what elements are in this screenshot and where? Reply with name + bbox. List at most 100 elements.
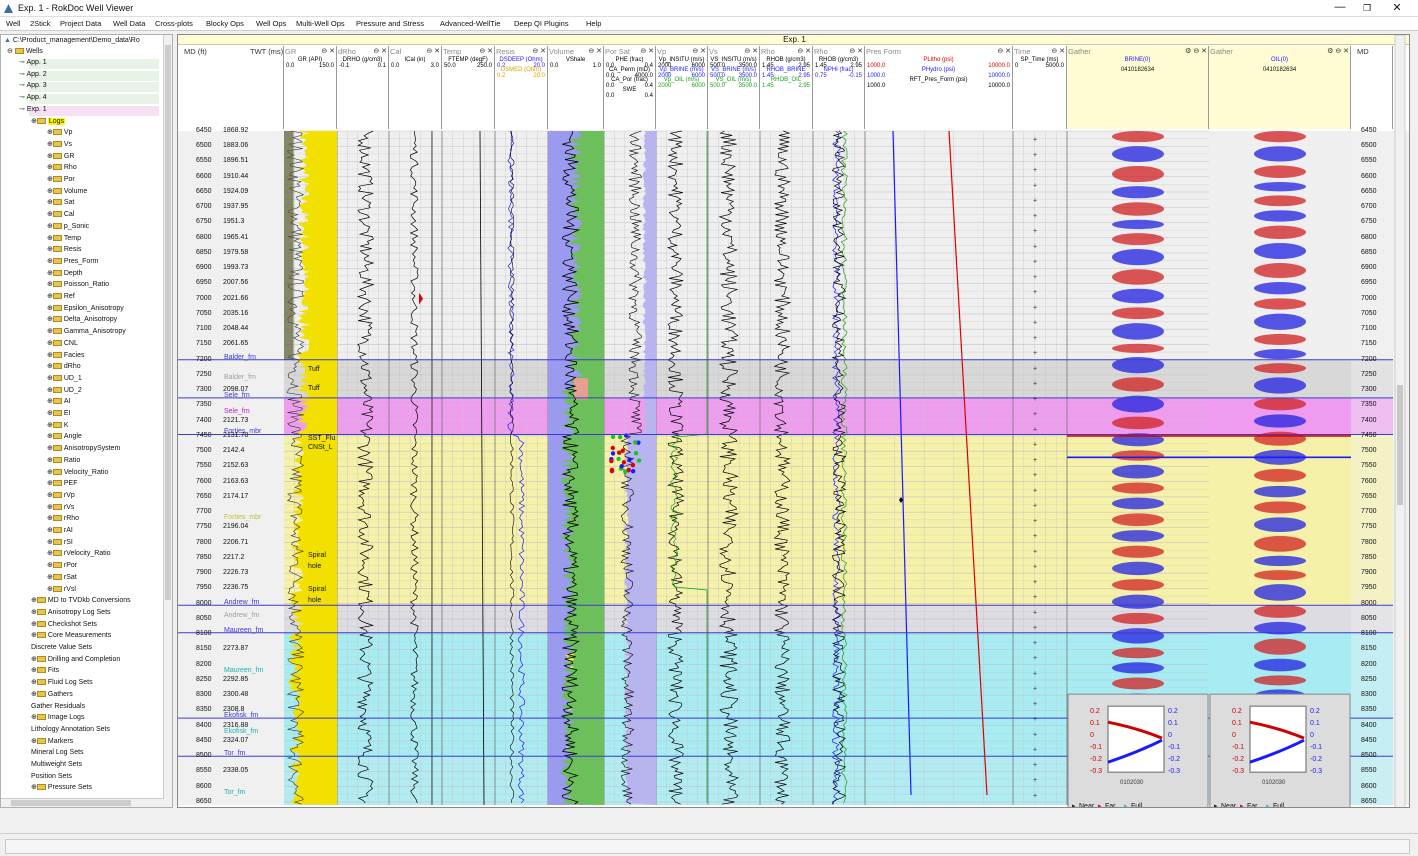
tree-item-rpor[interactable]: ⊕ rPor (47, 561, 77, 572)
tree-item-ratio[interactable]: ⊕ Ratio (47, 456, 80, 467)
tree-item-rrho[interactable]: ⊕ rRho (47, 514, 79, 525)
tree-item-mineral-log-sets[interactable]: Mineral Log Sets (31, 748, 84, 759)
tree-item-gather-residuals[interactable]: Gather Residuals (31, 702, 85, 713)
menu-well-ops[interactable]: Well Ops (256, 19, 287, 28)
tree-item-lithology-annotation-sets[interactable]: Lithology Annotation Sets (31, 725, 110, 736)
track-header-vp[interactable]: Vp ⊖ ✕ Vp_INSITU (m/s) 2000 6000 Vp_BRINE (m/… (656, 46, 708, 129)
track-buttons-icon[interactable]: ⚙ ⊖ ✕ (1327, 48, 1349, 55)
tree-item-velocity-ratio[interactable]: ⊕ Velocity_Ratio (47, 468, 108, 479)
tree-item-rsi[interactable]: ⊕ rSI (47, 538, 73, 549)
avo-crossplot[interactable]: 0.2 0.2 0.1 0.1 0 0 -0.1 -0.1 -0.2 -0.2 -0.3 -0.3 01… (1209, 693, 1351, 808)
tree-item-app-1[interactable]: ⊸ App. 1 (19, 58, 47, 69)
menu-advanced-welltie[interactable]: Advanced-WellTie (440, 19, 501, 28)
tree-item-rvsl[interactable]: ⊕ rVsl (47, 585, 76, 596)
tree-item-volume[interactable]: ⊕ Volume (47, 187, 87, 198)
tree-item-position-sets[interactable]: Position Sets (31, 772, 72, 783)
tree-item-epsilon-anisotropy[interactable]: ⊕ Epsilon_Anisotropy (47, 304, 124, 315)
menu-2stick[interactable]: 2Stick (30, 19, 51, 28)
tree-item-multiweight-sets[interactable]: Multiweight Sets (31, 760, 82, 771)
tree-item-discrete-value-sets[interactable]: Discrete Value Sets (31, 643, 92, 654)
track-buttons-icon[interactable]: ⊖ ✕ (997, 48, 1011, 55)
menu-help[interactable]: Help (586, 19, 602, 28)
track-header-gr[interactable]: GR ⊖ ✕ GR (API) 0.0 150.0 (284, 46, 337, 129)
tree-item-angle[interactable]: ⊕ Angle (47, 432, 82, 443)
tree-item-gamma-anisotropy[interactable]: ⊕ Gamma_Anisotropy (47, 327, 126, 338)
tree-item-por[interactable]: ⊕ Por (47, 175, 75, 186)
track-buttons-icon[interactable]: ⊖ ✕ (373, 48, 387, 55)
tree-item-image-logs[interactable]: ⊕ Image Logs (31, 713, 84, 724)
tree-item-ei[interactable]: ⊕ EI (47, 409, 71, 420)
track-buttons-icon[interactable]: ⊖ ✕ (640, 48, 654, 55)
project-tree[interactable]: ▲ C:\Product_management\Demo_data\Ro ⊖ We… (0, 34, 173, 808)
tree-item-rsat[interactable]: ⊕ rSat (47, 573, 77, 584)
minimize-button[interactable]: — (1334, 1, 1346, 13)
tree-item-pressure-sets[interactable]: ⊕ Pressure Sets (31, 783, 92, 794)
tree-item-anisotropy-log-sets[interactable]: ⊕ Anisotropy Log Sets (31, 608, 111, 619)
menu-blocky-ops[interactable]: Blocky Ops (206, 19, 244, 28)
tree-vertical-scrollbar[interactable] (163, 35, 172, 807)
tree-item-rvelocity-ratio[interactable]: ⊕ rVelocity_Ratio (47, 549, 111, 560)
menu-multi-well-ops[interactable]: Multi-Well Ops (296, 19, 345, 28)
tree-item-fluid-log-sets[interactable]: ⊕ Fluid Log Sets (31, 678, 93, 689)
tree-item-ud-1[interactable]: ⊕ UD_1 (47, 374, 82, 385)
track-header-rho[interactable]: Rho ⊖ ✕ RHOB (g/cm3) 1.45 2.95 RHOB_BRINE 1.45… (760, 46, 813, 129)
track-header-time[interactable]: Time ⊖ ✕ SP_Time (ms) 0 5000.0 (1013, 46, 1067, 129)
tree-item-core-measurements[interactable]: ⊕ Core Measurements (31, 631, 111, 642)
tree-item-p-sonic[interactable]: ⊕ p_Sonic (47, 222, 89, 233)
menu-plugins[interactable]: Plugins (544, 19, 569, 28)
tree-item-app-2[interactable]: ⊸ App. 2 (19, 70, 47, 81)
menu-deep-qi[interactable]: Deep QI (514, 19, 542, 28)
track-buttons-icon[interactable]: ⊖ ✕ (849, 48, 863, 55)
tree-item-logs[interactable]: ⊕ Logs (31, 117, 66, 128)
tree-item-pef[interactable]: ⊕ PEF (47, 479, 78, 490)
tree-item-drilling-and-completion[interactable]: ⊕ Drilling and Completion (31, 655, 120, 666)
track-header-rho[interactable]: Rho ⊖ ✕ RHOB (g/cm3) 1.45 2.95 NPHI (frac) 0.7… (813, 46, 865, 129)
menu-project-data[interactable]: Project Data (60, 19, 102, 28)
tree-root[interactable]: ▲ C:\Product_management\Demo_data\Ro (4, 36, 140, 47)
track-buttons-icon[interactable]: ⊖ ✕ (479, 48, 493, 55)
tree-horizontal-scrollbar[interactable] (1, 798, 164, 807)
tree-item-rvp[interactable]: ⊕ rVp (47, 491, 75, 502)
tree-item-depth[interactable]: ⊕ Depth (47, 269, 83, 280)
tree-item-temp[interactable]: ⊕ Temp (47, 234, 81, 245)
menu-pressure-and-stress[interactable]: Pressure and Stress (356, 19, 424, 28)
track-header-volume[interactable]: Volume ⊖ ✕ VShale 0.0 1.0 (548, 46, 604, 129)
tree-item-k[interactable]: ⊕ K (47, 421, 69, 432)
tree-item-cnl[interactable]: ⊕ CNL (47, 339, 78, 350)
track-buttons-icon[interactable]: ⊖ ✕ (532, 48, 546, 55)
track-buttons-icon[interactable]: ⊖ ✕ (692, 48, 706, 55)
tree-item-rai[interactable]: ⊕ rAI (47, 526, 73, 537)
tree-item-gr[interactable]: ⊕ GR (47, 152, 74, 163)
tree-item-rvs[interactable]: ⊕ rVs (47, 503, 74, 514)
track-buttons-icon[interactable]: ⊖ ✕ (426, 48, 440, 55)
tree-item-app-4[interactable]: ⊸ App. 4 (19, 93, 47, 104)
tree-item-poisson-ratio[interactable]: ⊕ Poisson_Ratio (47, 280, 109, 291)
tree-item-drho[interactable]: ⊕ dRho (47, 362, 81, 373)
maximize-button[interactable]: ❐ (1362, 3, 1372, 13)
track-buttons-icon[interactable]: ⊖ ✕ (744, 48, 758, 55)
tree-wells[interactable]: ⊖ Wells (7, 47, 43, 58)
tree-item-pres-form[interactable]: ⊕ Pres_Form (47, 257, 99, 268)
tree-item-anisotropysystem[interactable]: ⊕ AnisotropySystem (47, 444, 120, 455)
avo-crossplot[interactable]: 0.2 0.2 0.1 0.1 0 0 -0.1 -0.1 -0.2 -0.2 -0.3 -0.3 01… (1067, 693, 1209, 808)
menu-well[interactable]: Well (6, 19, 21, 28)
track-header-pres-form[interactable]: Pres Form ⊖ ✕ PLitho (psi) 1000.0 10000.0 PHy… (865, 46, 1013, 129)
tree-item-ref[interactable]: ⊕ Ref (47, 292, 75, 303)
tree-item-ud-2[interactable]: ⊕ UD_2 (47, 386, 82, 397)
tree-item-cal[interactable]: ⊕ Cal (47, 210, 74, 221)
track-header-gather[interactable]: Gather ⚙ ⊖ ✕ BRINE(0) 0410182634 (1067, 46, 1209, 129)
track-buttons-icon[interactable]: ⚙ ⊖ ✕ (1185, 48, 1207, 55)
tree-item-resis[interactable]: ⊕ Resis (47, 245, 81, 256)
track-header-gather[interactable]: Gather ⚙ ⊖ ✕ OIL(0) 0410182634 (1209, 46, 1351, 129)
tracks-canvas[interactable]: + + + + + + + + + + + + + + + + + + + + + + + + + + + + + + + + + + + + + + + +… (178, 35, 1410, 808)
tree-item-checkshot-sets[interactable]: ⊕ Checkshot Sets (31, 620, 97, 631)
track-header-drho[interactable]: dRho ⊖ ✕ DRHO (g/cm3) -0.1 0.1 (337, 46, 389, 129)
tree-item-exp-1[interactable]: ⊸ Exp. 1 (19, 105, 47, 116)
track-header-por-sat[interactable]: Por Sat ⊖ ✕ PHE (frac) 0.0 0.4 CA_Perm (mD) 0.… (604, 46, 656, 129)
tree-item-vp[interactable]: ⊕ Vp (47, 128, 72, 139)
tree-item-rho[interactable]: ⊕ Rho (47, 163, 77, 174)
tree-item-markers[interactable]: ⊕ Markers (31, 737, 73, 748)
tree-item-fits[interactable]: ⊕ Fits (31, 666, 59, 677)
track-buttons-icon[interactable]: ⊖ ✕ (321, 48, 335, 55)
track-buttons-icon[interactable]: ⊖ ✕ (797, 48, 811, 55)
